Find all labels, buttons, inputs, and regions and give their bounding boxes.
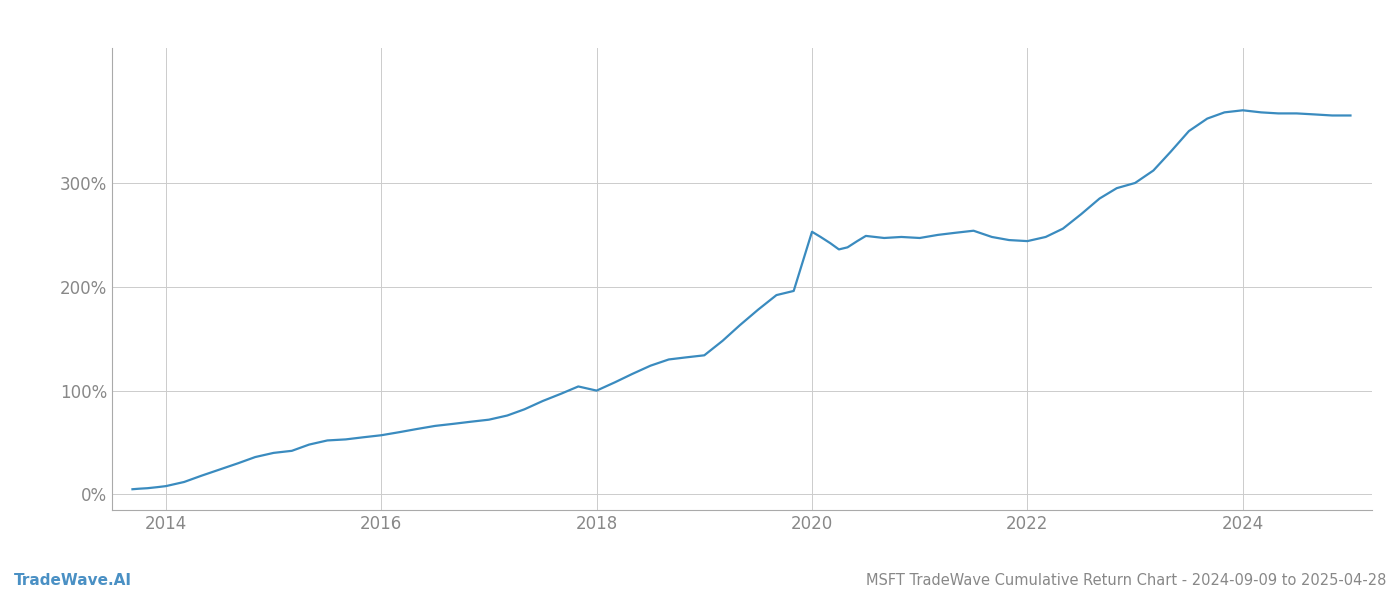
Text: TradeWave.AI: TradeWave.AI bbox=[14, 573, 132, 588]
Text: MSFT TradeWave Cumulative Return Chart - 2024-09-09 to 2025-04-28: MSFT TradeWave Cumulative Return Chart -… bbox=[865, 573, 1386, 588]
